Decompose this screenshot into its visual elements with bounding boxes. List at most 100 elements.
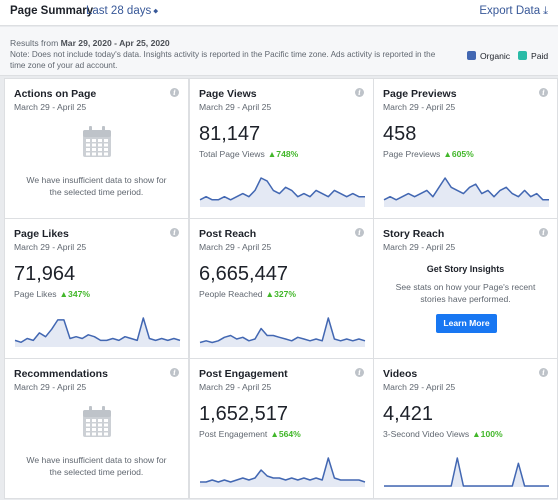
post-reach-title[interactable]: Post Reach [199, 228, 257, 240]
insufficient-data-line-1: We have insufficient data to show for [26, 175, 167, 185]
page-likes-title[interactable]: Page Likes [14, 228, 69, 240]
calendar-icon [82, 126, 112, 158]
story-reach-date-range: March 29 - April 25 [383, 242, 456, 252]
date-range-label: Last 28 days [86, 5, 152, 17]
percent-change: ▲748% [268, 149, 299, 159]
up-arrow-icon: ▲ [270, 429, 279, 439]
up-arrow-icon: ▲ [59, 289, 69, 299]
percent-change-value: 347% [68, 289, 91, 299]
info-icon[interactable]: i [355, 228, 364, 237]
post-engagement-sparkline-line [200, 457, 366, 483]
page-previews-date-range: March 29 - April 25 [383, 102, 456, 112]
results-notes: Results from Mar 29, 2020 - Apr 25, 2020… [0, 27, 558, 76]
post-reach-sparkline[interactable] [199, 314, 366, 348]
info-icon[interactable]: i [355, 88, 364, 97]
post-engagement-date-range: March 29 - April 25 [199, 382, 272, 392]
recommendations-title[interactable]: Recommendations [14, 368, 108, 380]
up-arrow-icon: ▲ [472, 429, 481, 439]
legend-organic: Organic [467, 51, 510, 61]
videos-date-range: March 29 - April 25 [383, 382, 456, 392]
page-views-sparkline-line [199, 177, 365, 201]
info-icon[interactable]: i [539, 368, 548, 377]
page-previews-sparkline-line [383, 177, 549, 201]
info-icon[interactable]: i [539, 228, 548, 237]
percent-change-value: 605% [451, 149, 474, 159]
page-views-card: Page Views March 29 - April 25 i 81,147 Tota… [189, 78, 374, 219]
percent-change: ▲327% [266, 289, 297, 299]
percent-change: ▲347% [60, 289, 91, 299]
page-likes-sparkline-line [14, 317, 181, 344]
up-arrow-icon: ▲ [267, 149, 277, 159]
insufficient-data-line-2: the selected time period. [49, 467, 144, 477]
page-views-title[interactable]: Page Views [199, 88, 257, 100]
post-engagement-title[interactable]: Post Engagement [199, 368, 288, 380]
percent-change: ▲605% [443, 149, 474, 159]
recommendations-date-range: March 29 - April 25 [14, 382, 87, 392]
page-views-sparkline[interactable] [199, 174, 366, 208]
insufficient-data-message: We have insufficient data to show for the… [5, 454, 188, 478]
post-reach-sparkline-line [199, 317, 366, 344]
summary-header: Page Summary Last 28 days ⬥ Export Data ⤓ [0, 0, 558, 26]
page-likes-date-range: March 29 - April 25 [14, 242, 87, 252]
post-reach-value[interactable]: 6,665,447 [199, 263, 288, 285]
post-reach-metric-summary: People Reached ▲327% [199, 289, 296, 299]
results-prefix: Results from [10, 38, 59, 48]
insufficient-data-line-1: We have insufficient data to show for [26, 455, 167, 465]
export-data-button[interactable]: Export Data ⤓ [479, 5, 548, 18]
info-icon[interactable]: i [170, 228, 179, 237]
percent-change-value: 748% [276, 149, 299, 159]
page-previews-value[interactable]: 458 [383, 123, 417, 145]
results-range: Mar 29, 2020 - Apr 25, 2020 [60, 38, 170, 48]
info-icon[interactable]: i [170, 368, 179, 377]
videos-value[interactable]: 4,421 [383, 403, 434, 425]
info-icon[interactable]: i [170, 88, 179, 97]
page-previews-metric-label: Page Previews [383, 149, 441, 159]
organic-swatch [467, 51, 476, 60]
videos-sparkline[interactable] [383, 454, 550, 488]
page-likes-metric-label: Page Likes [14, 289, 57, 299]
post-engagement-sparkline[interactable] [199, 454, 366, 488]
up-arrow-icon: ▲ [443, 149, 452, 159]
info-icon[interactable]: i [355, 368, 364, 377]
post-reach-sparkline-area [200, 318, 365, 347]
info-icon[interactable]: i [539, 88, 548, 97]
percent-change: ▲100% [472, 429, 503, 439]
story-reach-card: Story Reach March 29 - April 25 i Get Story… [373, 218, 558, 359]
insufficient-data-message: We have insufficient data to show for the… [5, 174, 188, 198]
percent-change-value: 100% [480, 429, 503, 439]
page-likes-sparkline[interactable] [14, 314, 181, 348]
date-range-dropdown[interactable]: Last 28 days ⬥ [86, 5, 158, 17]
post-engagement-value[interactable]: 1,652,517 [199, 403, 288, 425]
legend-paid: Paid [518, 51, 548, 61]
results-range-text: Results from Mar 29, 2020 - Apr 25, 2020 [10, 38, 170, 48]
page-previews-title[interactable]: Page Previews [383, 88, 457, 100]
recommendations-empty-state: We have insufficient data to show for the… [5, 359, 188, 500]
page-previews-sparkline[interactable] [383, 174, 550, 208]
videos-metric-summary: 3-Second Video Views ▲100% [383, 429, 503, 439]
percent-change: ▲564% [270, 429, 301, 439]
page-views-date-range: March 29 - April 25 [199, 102, 272, 112]
page-previews-sparkline-area [384, 178, 549, 207]
actions-on-page-title[interactable]: Actions on Page [14, 88, 97, 100]
post-reach-metric-label: People Reached [199, 289, 263, 299]
videos-title[interactable]: Videos [383, 368, 418, 380]
page-likes-value[interactable]: 71,964 [14, 263, 76, 285]
paid-swatch [518, 51, 527, 60]
legend-organic-label: Organic [480, 51, 511, 61]
page-previews-card: Page Previews March 29 - April 25 i 458 Page… [373, 78, 558, 219]
page-likes-sparkline-area [15, 318, 180, 347]
page-title: Page Summary [10, 5, 94, 17]
actions-on-page-card: Actions on Page March 29 - April 25 i We ha… [4, 78, 189, 219]
page-views-metric-label: Total Page Views [199, 149, 265, 159]
actions-on-page-date-range: March 29 - April 25 [14, 102, 87, 112]
learn-more-button[interactable]: Learn More [436, 314, 497, 333]
percent-change-value: 564% [278, 429, 301, 439]
story-reach-title[interactable]: Story Reach [383, 228, 445, 240]
recommendations-card: Recommendations March 29 - April 25 i We ha… [4, 358, 189, 499]
insufficient-data-line-2: the selected time period. [49, 187, 144, 197]
post-reach-date-range: March 29 - April 25 [199, 242, 272, 252]
page-likes-card: Page Likes March 29 - April 25 i 71,964 Page… [4, 218, 189, 359]
page-previews-metric-summary: Page Previews ▲605% [383, 149, 474, 159]
story-insights-title: Get Story Insights [426, 264, 505, 274]
page-views-value[interactable]: 81,147 [199, 123, 261, 145]
